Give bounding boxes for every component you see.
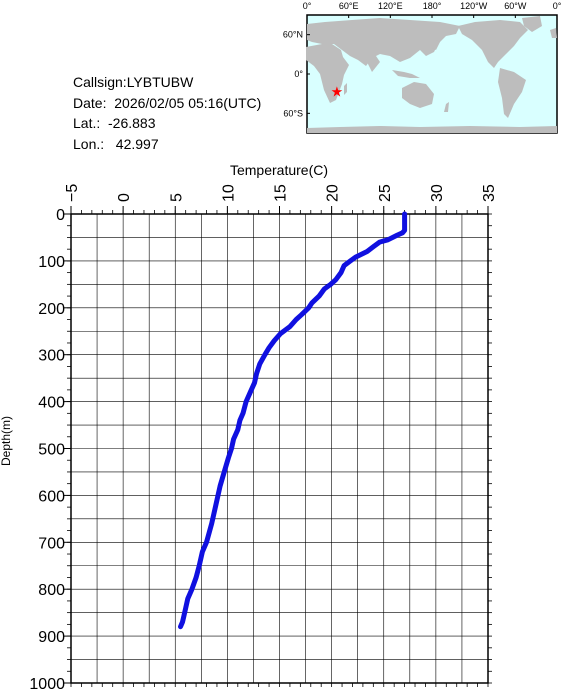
x-tick-label: 15 xyxy=(273,184,290,202)
x-tick-label: 30 xyxy=(429,184,446,202)
y-tick-label: 300 xyxy=(38,348,65,365)
temperature-profile-line xyxy=(178,211,408,630)
map-land-south-america xyxy=(498,68,526,118)
x-tick-label: 10 xyxy=(220,184,237,202)
map-land-africa xyxy=(306,44,349,103)
y-tick-label: 400 xyxy=(38,395,65,412)
x-tick-label: 35 xyxy=(481,184,498,202)
map-lon-label: 120°E xyxy=(378,1,403,11)
map-lon-label: 60°E xyxy=(339,1,359,11)
map-land-indonesia xyxy=(392,70,420,78)
x-axis-label: Temperature(C) xyxy=(230,162,328,178)
map-lat-label: 60°S xyxy=(283,108,303,118)
map-land-antarctica xyxy=(307,126,557,133)
longitude-text: Lon.: 42.997 xyxy=(73,135,159,152)
map-lat-label: 0° xyxy=(294,69,303,79)
latitude-text: Lat.: -26.883 xyxy=(73,115,156,131)
y-axis-label: Depth(m) xyxy=(0,416,13,466)
map-longitude-ticks: 0° 60°E 120°E 180° 120°W 60°W 0° xyxy=(303,1,562,18)
map-land-australia xyxy=(402,82,434,108)
map-lon-label: 120°W xyxy=(460,1,488,11)
y-tick-label: 1000 xyxy=(29,676,65,690)
map-lon-label: 0° xyxy=(303,1,312,11)
map-land-greenland xyxy=(522,16,542,32)
map-land-eurasia xyxy=(307,18,460,66)
y-tick-label: 200 xyxy=(38,301,65,318)
x-tick-label: 25 xyxy=(377,184,394,202)
map-land-new-zealand xyxy=(444,102,449,112)
map-land-japan xyxy=(432,40,440,50)
x-tick-labels: −5 0 5 10 15 20 25 30 35 xyxy=(64,184,498,214)
map-land-uk xyxy=(550,28,557,38)
callsign-text: Callsign:LYBTUBW xyxy=(73,74,194,90)
y-tick-label: 900 xyxy=(38,629,65,646)
date-text: Date: 2026/02/05 05:16(UTC) xyxy=(73,94,262,111)
x-tick-label: 20 xyxy=(325,184,342,202)
station-info: Callsign:LYBTUBW Date: 2026/02/05 05:16(… xyxy=(73,72,261,154)
y-tick-label: 600 xyxy=(38,488,65,505)
y-tick-labels: 0 100 200 300 400 500 600 700 800 900 1000 xyxy=(29,207,71,690)
location-marker-star: ★ xyxy=(331,84,344,100)
map-lon-label: 180° xyxy=(423,1,442,11)
y-tick-label: 100 xyxy=(38,254,65,271)
y-tick-label: 0 xyxy=(56,207,65,224)
map-latitude-ticks: 60°N 0° 60°S xyxy=(283,30,310,118)
map-land-madagascar xyxy=(344,83,347,95)
y-tick-label: 800 xyxy=(38,582,65,599)
map-land-india xyxy=(366,56,380,72)
map-lon-label: 60°W xyxy=(504,1,527,11)
x-tick-label: −5 xyxy=(64,184,81,202)
map-lon-label: 0° xyxy=(553,1,562,11)
x-tick-label: 0 xyxy=(116,193,133,202)
map-landmasses xyxy=(306,16,557,133)
location-map: 0° 60°E 120°E 180° 120°W 60°W 0° 60°N 0° 60°S ★ xyxy=(283,1,562,134)
x-tick-label: 5 xyxy=(168,193,185,202)
map-lat-label: 60°N xyxy=(283,30,303,40)
y-tick-label: 500 xyxy=(38,442,65,459)
map-land-north-america xyxy=(458,20,528,68)
chart-grid xyxy=(70,213,489,684)
y-tick-label: 700 xyxy=(38,535,65,552)
